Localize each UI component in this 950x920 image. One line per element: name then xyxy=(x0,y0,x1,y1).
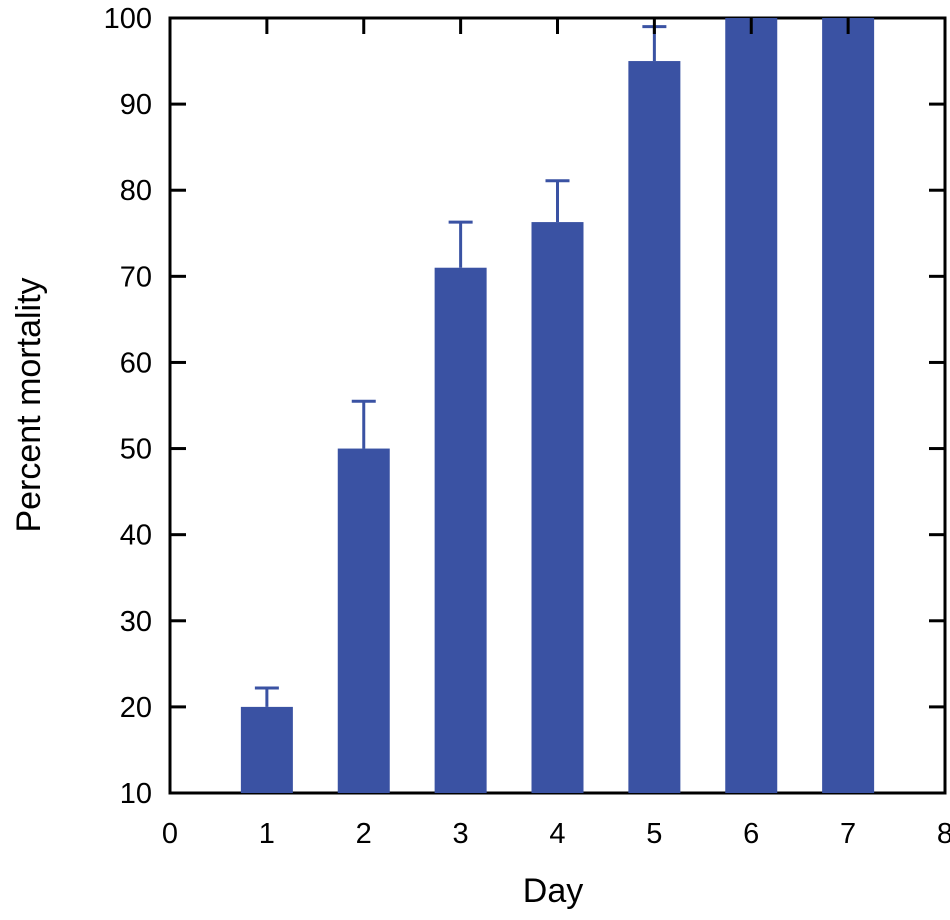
bars xyxy=(240,18,875,794)
x-tick-label-1: 1 xyxy=(259,818,275,850)
x-tick-label-3: 3 xyxy=(453,818,469,850)
ticks xyxy=(170,18,945,709)
bar-day-1 xyxy=(240,706,293,793)
y-axis-label: Percent mortality xyxy=(10,277,48,532)
y-tick-label-30: 30 xyxy=(120,606,152,638)
x-axis-label: Day xyxy=(523,872,583,910)
y-tick-label-50: 50 xyxy=(120,434,152,466)
x-tick-label-0: 0 xyxy=(162,818,178,850)
x-tick-label-7: 7 xyxy=(840,818,856,850)
y-tick-label-80: 80 xyxy=(120,175,152,207)
x-tick-label-4: 4 xyxy=(549,818,565,850)
y-tick-label-70: 70 xyxy=(120,261,152,293)
bar-day-7 xyxy=(822,18,875,793)
y-tick-label-20: 20 xyxy=(120,692,152,724)
x-tick-label-5: 5 xyxy=(646,818,662,850)
bar-day-6 xyxy=(725,18,778,793)
y-tick-label-60: 60 xyxy=(120,347,152,379)
x-tick-label-8: 8 xyxy=(937,818,950,850)
bar-day-5 xyxy=(628,61,681,794)
y-tick-label-40: 40 xyxy=(120,520,152,552)
x-tick-label-6: 6 xyxy=(743,818,759,850)
y-tick-label-100: 100 xyxy=(104,3,152,35)
bar-day-2 xyxy=(337,448,390,793)
y-tick-label-90: 90 xyxy=(120,89,152,121)
y-tick-labels: 10 20 30 40 50 60 70 80 90 100 xyxy=(104,3,152,810)
x-tick-labels: 0 1 2 3 4 5 6 7 8 xyxy=(162,818,950,850)
bar-day-3 xyxy=(434,267,487,793)
y-tick-label-10: 10 xyxy=(120,778,152,810)
bar-day-4 xyxy=(531,222,584,794)
x-tick-label-2: 2 xyxy=(356,818,372,850)
